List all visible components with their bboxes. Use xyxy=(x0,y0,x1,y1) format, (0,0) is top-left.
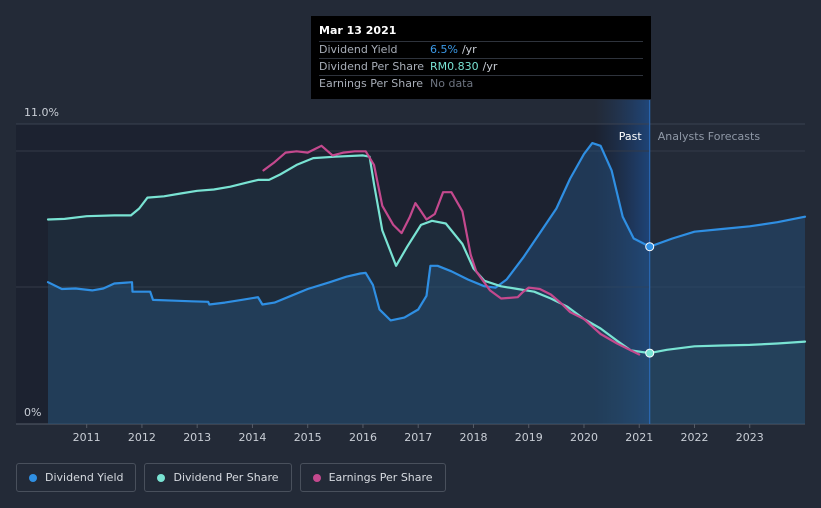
tooltip-date: Mar 13 2021 xyxy=(319,24,397,37)
dividend-per-share-line xyxy=(46,154,807,355)
x-tick-label: 2022 xyxy=(680,431,708,444)
x-axis-ticks: 2011 2012 2013 2014 2015 2016 2017 2018 2019 2020… xyxy=(73,424,764,444)
legend-dot-icon xyxy=(312,473,321,482)
x-tick-label: 2019 xyxy=(515,431,543,444)
x-tick-label: 2023 xyxy=(736,431,764,444)
hover-markers xyxy=(645,242,655,358)
x-tick-label: 2013 xyxy=(183,431,211,444)
tooltip-row-eps: Earnings Per Share No data xyxy=(319,75,643,92)
series-lines xyxy=(46,142,807,356)
x-tick-label: 2011 xyxy=(73,431,101,444)
x-tick-label: 2017 xyxy=(404,431,432,444)
legend-label: Dividend Yield xyxy=(45,471,124,484)
legend-dot-icon xyxy=(29,473,37,482)
y-axis-label-bottom: 0% xyxy=(24,406,41,419)
tooltip-value: No data xyxy=(430,77,474,90)
tooltip-row-yield: Dividend Yield 6.5% /yr xyxy=(319,41,643,58)
chart-legend: Dividend Yield Dividend Per Share Earnin… xyxy=(16,463,446,492)
legend-dividend-yield[interactable]: Dividend Yield xyxy=(16,463,137,492)
tooltip-row-dps: Dividend Per Share RM0.830 /yr xyxy=(319,58,643,75)
y-axis-label-top: 11.0% xyxy=(24,106,59,119)
x-tick-label: 2015 xyxy=(294,431,322,444)
legend-label: Dividend Per Share xyxy=(173,471,279,484)
tooltip-unit: /yr xyxy=(482,60,498,73)
tooltip-unit: /yr xyxy=(461,43,477,56)
x-tick-label: 2021 xyxy=(625,431,653,444)
legend-dot-icon xyxy=(157,473,166,482)
x-tick-label: 2016 xyxy=(349,431,377,444)
x-tick-label: 2018 xyxy=(459,431,487,444)
x-tick-label: 2012 xyxy=(128,431,156,444)
legend-dividend-per-share[interactable]: Dividend Per Share xyxy=(144,463,292,492)
dividend-yield-line xyxy=(46,142,807,322)
tooltip-value: 6.5% xyxy=(430,43,458,56)
tooltip-label: Dividend Per Share xyxy=(319,60,425,73)
earnings-per-share-line xyxy=(262,144,641,356)
tooltip-value: RM0.830 xyxy=(430,60,479,73)
x-tick-label: 2014 xyxy=(238,431,266,444)
chart-tooltip: Mar 13 2021 Dividend Yield 6.5% /yr Divi… xyxy=(311,16,651,99)
legend-earnings-per-share[interactable]: Earnings Per Share xyxy=(299,463,446,492)
forecast-region-label: Analysts Forecasts xyxy=(658,130,761,143)
dividend-yield-area xyxy=(48,143,805,424)
dividend-per-share-marker xyxy=(645,348,655,358)
dividend-yield-marker xyxy=(645,242,655,252)
tooltip-label: Earnings Per Share xyxy=(319,77,424,90)
tooltip-label: Dividend Yield xyxy=(319,43,398,56)
past-region-label: Past xyxy=(619,130,643,143)
legend-label: Earnings Per Share xyxy=(328,471,433,484)
x-tick-label: 2020 xyxy=(570,431,598,444)
